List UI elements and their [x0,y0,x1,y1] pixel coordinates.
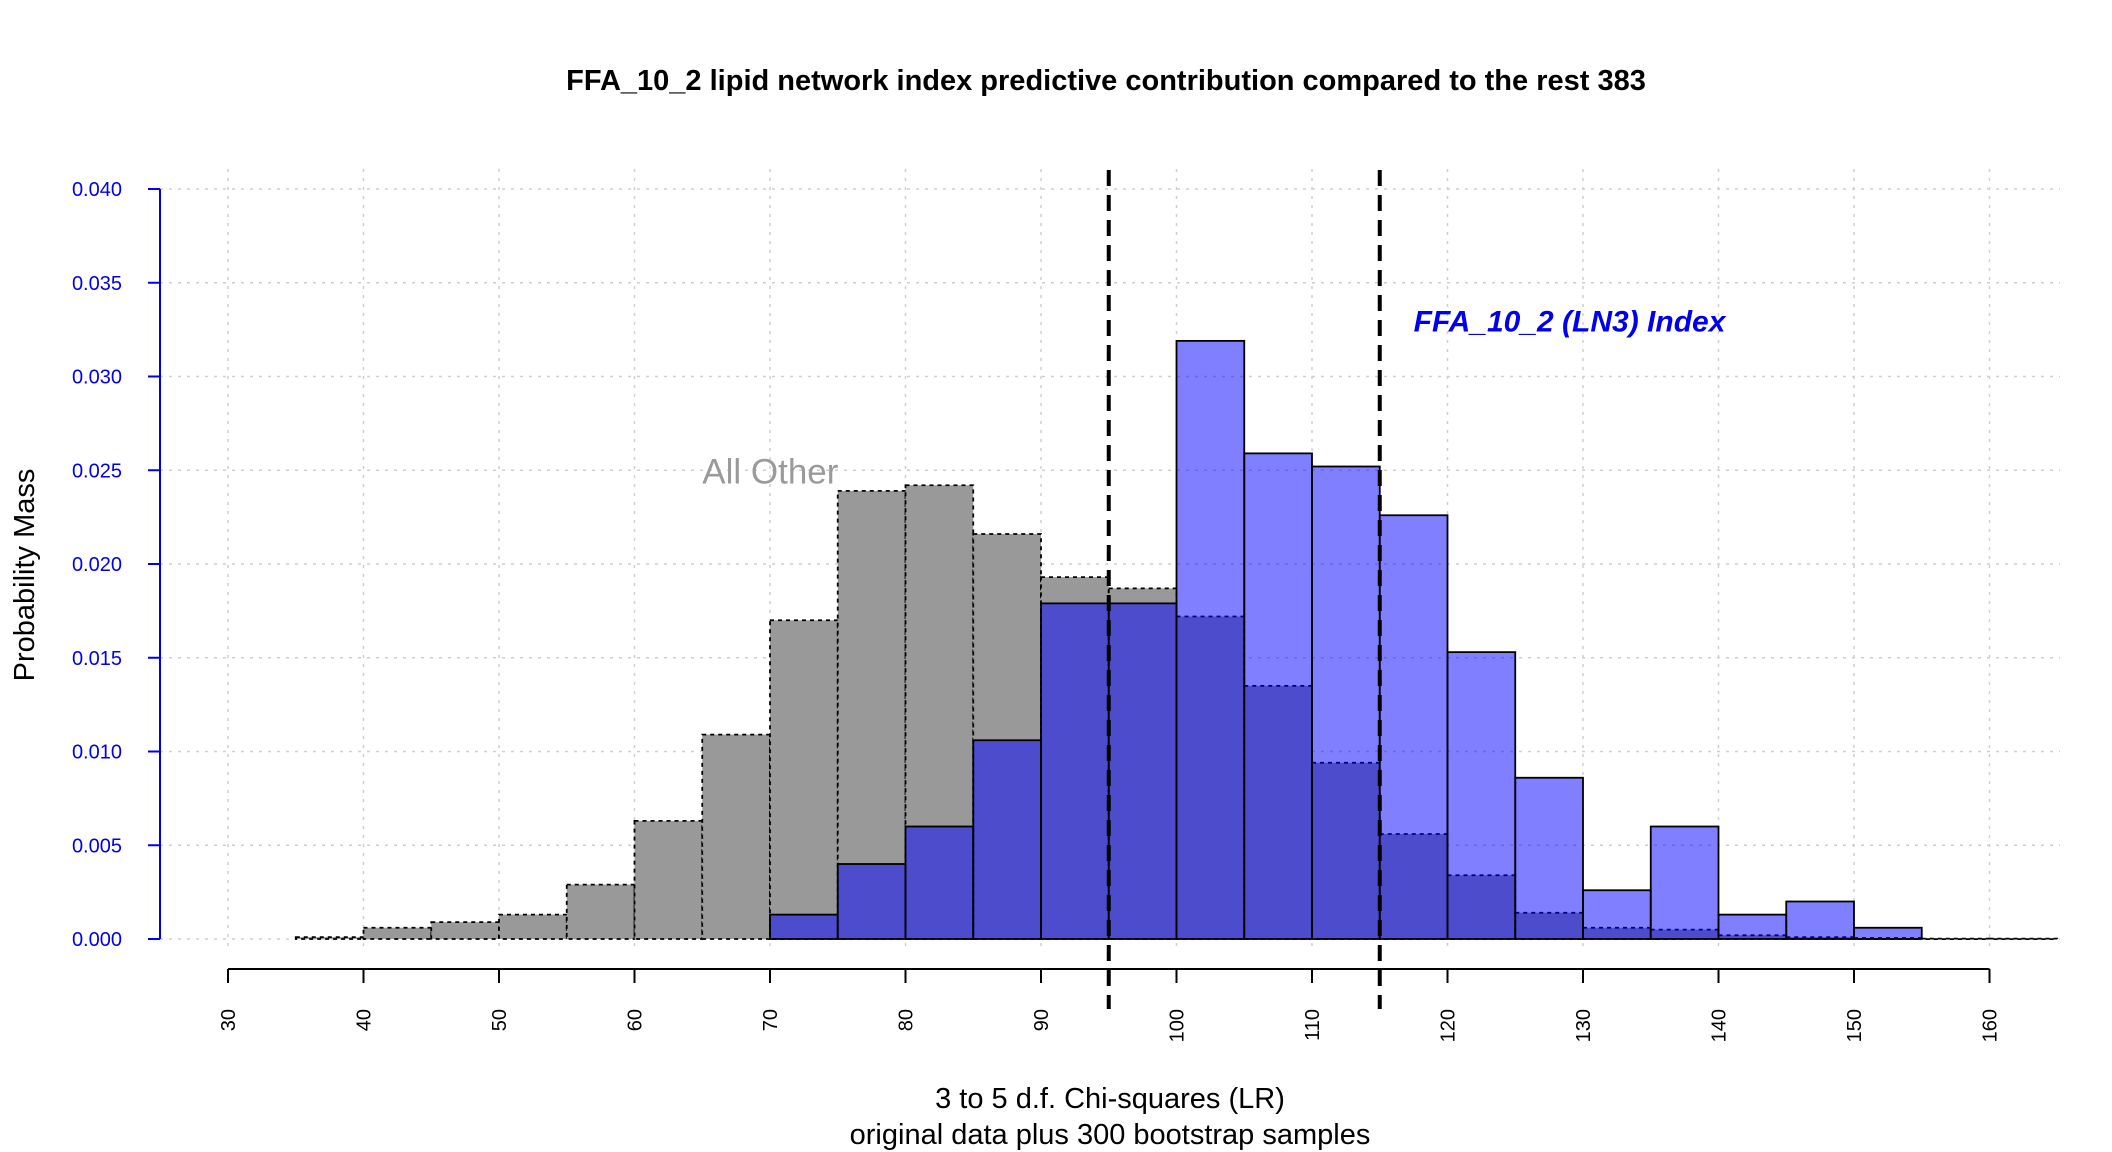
y-tick-label: 0.010 [72,742,122,764]
y-tick-label: 0.020 [72,554,122,576]
bar-all-other [294,936,365,940]
bar-all-other [565,883,636,940]
bar-index [836,863,907,940]
bar-index [1514,776,1584,940]
bar-index [1378,514,1449,940]
y-tick-label: 0.025 [72,460,122,482]
bar-index [769,913,839,940]
annotation-index: FFA_10_2 (LN3) Index [1414,306,1727,339]
x-tick-label: 30 [218,1009,240,1031]
x-tick-label: 150 [1844,1009,1866,1042]
bars-index [769,339,1923,940]
y-tick-label: 0.015 [72,648,122,670]
bar-all-other [430,921,500,940]
y-tick-label: 0.005 [72,835,122,857]
x-tick-label: 130 [1573,1009,1595,1042]
x-axis-label: 3 to 5 d.f. Chi-squares (LR) [935,1083,1285,1115]
x-tick-label: 50 [489,1009,511,1031]
x-tick-label: 160 [1980,1009,2002,1042]
y-tick-label: 0.040 [72,179,122,201]
bar-all-other [1920,937,1991,941]
bar-index [1107,602,1178,940]
y-tick-label: 0.035 [72,273,122,295]
x-tick-label: 100 [1167,1009,1189,1042]
bar-index [972,739,1042,940]
y-axis: 0.000 0.005 0.010 0.015 0.020 0.025 0.030 0.035… [72,179,161,951]
bar-all-other [362,926,433,940]
bar-all-other [633,819,704,940]
threshold-lines [1106,170,1382,1009]
bar-index [1446,651,1517,940]
y-axis-label: Probability Mass [9,469,41,682]
x-tick-label: 40 [354,1009,376,1031]
y-tick-label: 0.000 [72,929,122,951]
bar-index [1040,602,1110,940]
bar-index [1785,900,1855,940]
x-tick-label: 90 [1031,1009,1053,1031]
x-tick-label: 140 [1709,1009,1731,1042]
bar-all-other [701,733,771,940]
bar-all-other [1988,937,2059,941]
x-axis-sublabel: original data plus 300 bootstrap samples [850,1119,1371,1151]
bar-all-other [769,619,839,940]
chart-title: FFA_10_2 lipid network index predictive … [566,65,1646,97]
chart-annotations: All Other FFA_10_2 (LN3) Index [702,306,1726,492]
bar-index [1243,452,1313,940]
bar-all-other [498,913,568,940]
bar-index [1649,825,1720,940]
x-axis: 30 40 50 60 70 80 90 100 110 120 130 140 150 160 [218,968,2002,1042]
y-tick-label: 0.030 [72,367,122,389]
x-tick-label: 70 [760,1009,782,1031]
bar-index [1582,889,1652,940]
bar-index [1175,339,1246,940]
x-tick-label: 80 [896,1009,918,1031]
bar-index [1717,913,1788,940]
bar-index [1311,465,1381,940]
annotation-all-other: All Other [702,452,838,491]
x-tick-label: 120 [1438,1009,1460,1042]
bar-index [1853,926,1923,940]
bar-index [904,825,975,940]
x-tick-label: 60 [625,1009,647,1031]
x-tick-label: 110 [1302,1009,1324,1041]
